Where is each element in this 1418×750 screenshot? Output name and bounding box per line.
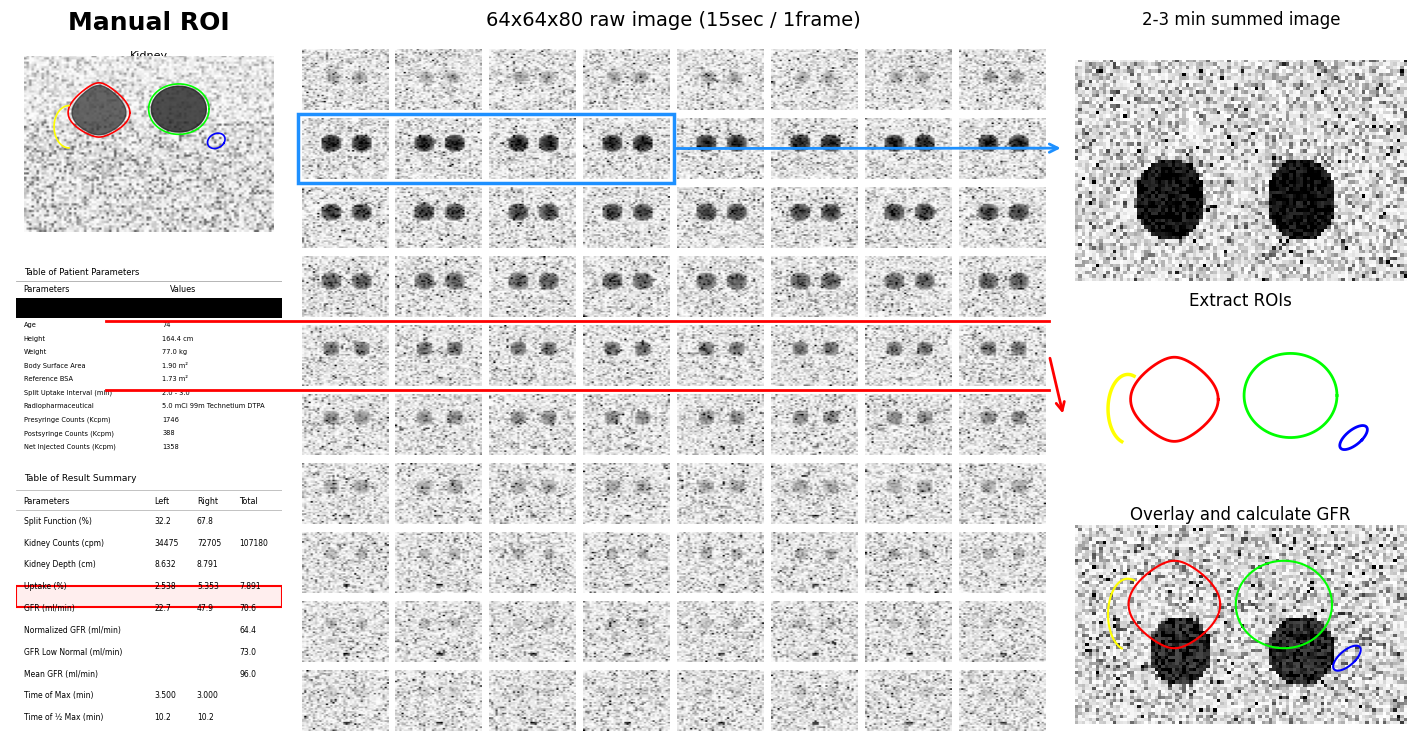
Text: 2.0 - 3.0: 2.0 - 3.0 [162,390,190,396]
Text: 10.2: 10.2 [197,713,214,722]
Text: Reference BSA: Reference BSA [24,376,72,382]
Text: Height: Height [24,336,45,342]
Text: 107180: 107180 [240,538,268,548]
Polygon shape [152,86,206,132]
Text: 3.000: 3.000 [197,692,218,700]
Text: 64x64x80 raw image (15sec / 1frame): 64x64x80 raw image (15sec / 1frame) [486,11,861,30]
Text: 2-3 min summed image: 2-3 min summed image [1141,11,1340,29]
Text: GFR Low Normal (ml/min): GFR Low Normal (ml/min) [24,648,122,657]
Text: Kidney Counts (cpm): Kidney Counts (cpm) [24,538,104,548]
Text: 388: 388 [162,430,174,436]
Text: Kidney: Kidney [130,51,167,61]
Text: 1746: 1746 [162,417,179,423]
Text: 47.9: 47.9 [197,604,214,613]
Text: 8.632: 8.632 [155,560,176,569]
Text: 7.891: 7.891 [240,582,261,591]
Text: Age: Age [24,322,37,328]
Text: Values: Values [170,285,197,294]
Text: 73.0: 73.0 [240,648,257,657]
Bar [16,586,282,608]
Text: Left: Left [155,496,169,506]
Text: GFR (ml/min): GFR (ml/min) [24,604,74,613]
Text: 70.6: 70.6 [240,604,257,613]
Text: Right: Right [197,496,218,506]
Text: 72705: 72705 [197,538,221,548]
Text: 67.8: 67.8 [197,517,214,526]
Text: 5.0 mCi 99m Technetium DTPA: 5.0 mCi 99m Technetium DTPA [162,404,265,410]
Text: Normalized GFR (ml/min): Normalized GFR (ml/min) [24,626,121,634]
Bar [16,298,282,318]
Text: Presyringe Counts (Kcpm): Presyringe Counts (Kcpm) [24,417,111,423]
Text: 1.90 m²: 1.90 m² [162,363,189,369]
Text: Mean GFR (ml/min): Mean GFR (ml/min) [24,670,98,679]
Text: 96.0: 96.0 [240,670,257,679]
Text: Net Injected Counts (Kcpm): Net Injected Counts (Kcpm) [24,444,115,450]
Text: 64.4: 64.4 [240,626,257,634]
Text: 32.2: 32.2 [155,517,172,526]
Text: Weight: Weight [24,350,47,355]
Text: Overlay and calculate GFR: Overlay and calculate GFR [1130,506,1351,524]
Text: 2.538: 2.538 [155,582,176,591]
Text: 3.500: 3.500 [155,692,176,700]
Text: Uptake (%): Uptake (%) [24,582,67,591]
Text: 34475: 34475 [155,538,179,548]
Text: Parameters: Parameters [24,285,69,294]
Text: 22.7: 22.7 [155,604,172,613]
Text: Extract ROIs: Extract ROIs [1190,292,1292,310]
Polygon shape [72,86,126,135]
Text: Radiopharmaceutical: Radiopharmaceutical [24,404,95,410]
Text: Postsyringe Counts (Kcpm): Postsyringe Counts (Kcpm) [24,430,113,436]
Text: Split Uptake Interval (min): Split Uptake Interval (min) [24,390,112,396]
Text: 10.2: 10.2 [155,713,172,722]
Text: 1.73 m²: 1.73 m² [162,376,189,382]
Text: Body Surface Area: Body Surface Area [24,363,85,369]
Text: Table of Patient Parameters: Table of Patient Parameters [24,268,139,278]
Text: Parameters: Parameters [24,496,69,506]
Text: 8.791: 8.791 [197,560,218,569]
Text: Time of Max (min): Time of Max (min) [24,692,94,700]
Text: 77.0 kg: 77.0 kg [162,350,187,355]
Text: 164.4 cm: 164.4 cm [162,336,193,342]
Text: 5.353: 5.353 [197,582,218,591]
Text: 74: 74 [162,322,170,328]
Text: Table of Result Summary: Table of Result Summary [24,474,136,483]
Text: Time of ½ Max (min): Time of ½ Max (min) [24,713,104,722]
Text: Kidney Depth (cm): Kidney Depth (cm) [24,560,95,569]
Text: Total: Total [240,496,258,506]
Text: Split Function (%): Split Function (%) [24,517,92,526]
Text: Manual ROI: Manual ROI [68,11,230,35]
Text: 1358: 1358 [162,444,179,450]
